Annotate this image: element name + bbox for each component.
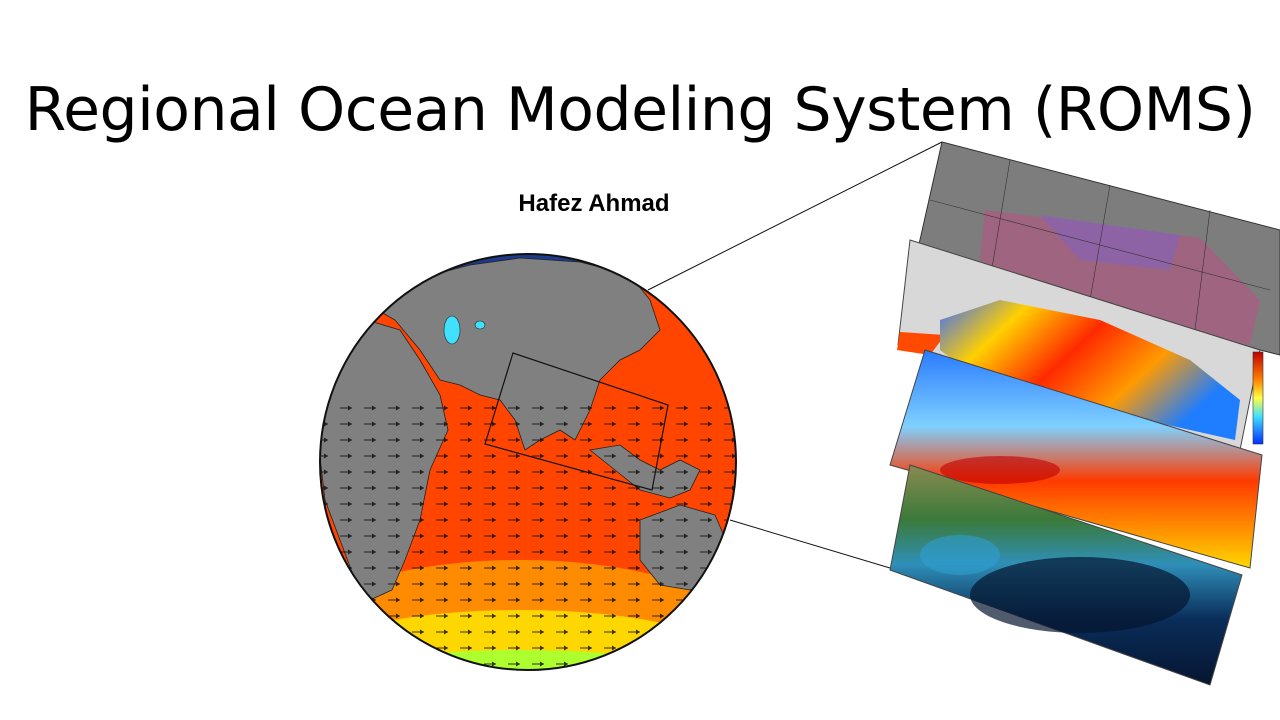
colorbar	[1252, 351, 1264, 445]
zoom-line-top	[647, 141, 943, 291]
region-box	[484, 352, 669, 491]
slide-title: Regional Ocean Modeling System (ROMS)	[24, 75, 1256, 145]
aral-sea	[474, 320, 486, 330]
current-vectors	[320, 400, 736, 670]
author-name: Hafez Ahmad	[518, 190, 670, 217]
sst-layer	[897, 239, 1264, 451]
globe-outline	[319, 253, 737, 671]
caspian-sea	[443, 315, 461, 345]
bathymetry-layer	[889, 464, 1243, 686]
current-layer	[889, 349, 1263, 569]
globe	[319, 253, 737, 671]
zoom-line-bottom	[729, 519, 891, 569]
grid-layer	[914, 141, 1280, 356]
